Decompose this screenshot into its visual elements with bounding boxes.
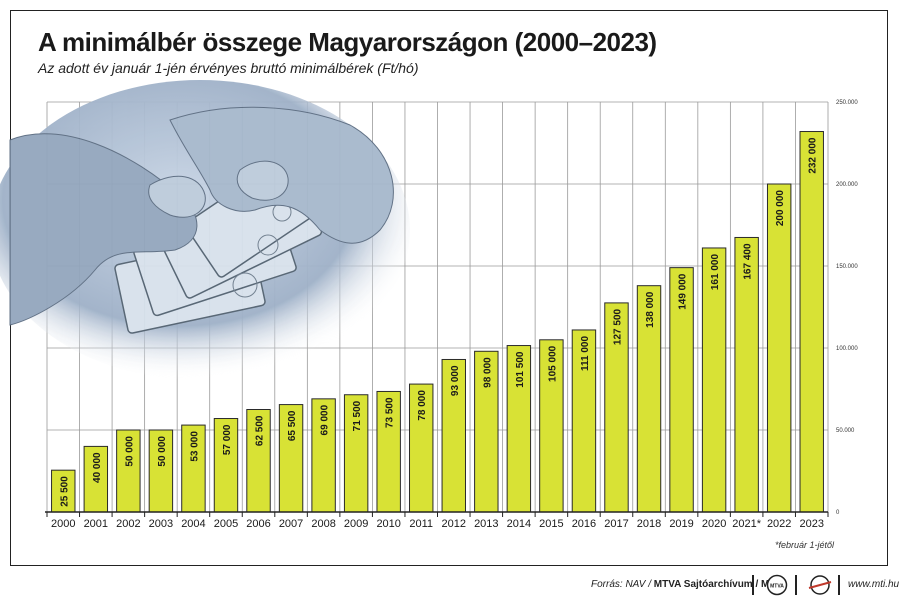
footer-separator [795, 575, 797, 595]
x-tick-label: 2001 [84, 518, 108, 530]
bar-value-label: 161 000 [710, 254, 721, 291]
bar-value-label: 232 000 [808, 137, 819, 174]
mtva-logo-text: MTVA [770, 584, 784, 590]
x-tick-label: 2009 [344, 518, 368, 530]
x-tick-label: 2000 [51, 518, 75, 530]
bar-value-label: 50 000 [157, 436, 168, 467]
x-tick-label: 2004 [181, 518, 205, 530]
x-tick-label: 2002 [116, 518, 140, 530]
x-tick-label: 2010 [376, 518, 400, 530]
bar-value-label: 40 000 [92, 452, 103, 483]
x-tick-label: 2016 [572, 518, 596, 530]
x-tick-label: 2013 [474, 518, 498, 530]
bar-value-label: 93 000 [450, 365, 461, 396]
bar-value-label: 105 000 [547, 345, 558, 382]
bar-value-label: 62 500 [255, 415, 266, 446]
x-tick-label: 2011 [409, 518, 433, 530]
x-tick-label: 2007 [279, 518, 303, 530]
bar-value-label: 25 500 [59, 476, 70, 507]
bar-value-label: 111 000 [580, 336, 591, 371]
y-tick-label: 150.000 [836, 264, 858, 270]
x-tick-label: 2020 [702, 518, 726, 530]
footer-separator [838, 575, 840, 595]
x-tick-label: 2005 [214, 518, 238, 530]
footnote: *február 1-jétől [775, 540, 835, 550]
bar [766, 183, 792, 513]
bar-chart: 25 500 40 000 50 000 50 000 53 000 57 000 62 5… [0, 80, 858, 530]
footer: Forrás: NAV / MTVA Sajtóarchívum / MTI M… [0, 565, 900, 602]
hands-counting-banknotes-illustration [0, 80, 410, 380]
y-tick-label: 0 [836, 510, 840, 516]
y-tick-label: 50.000 [836, 428, 855, 434]
footer-divider [10, 565, 888, 566]
bar-value-label: 73 500 [385, 397, 396, 428]
x-tick-label: 2012 [442, 518, 466, 530]
bar-value-label: 78 000 [417, 390, 428, 421]
source-agency: MTVA Sajtóarchívum / MTI [653, 579, 779, 590]
x-tick-label: 2021* [732, 518, 761, 530]
bar-value-label: 69 000 [320, 404, 331, 435]
bar-value-label: 101 500 [515, 351, 526, 388]
x-tick-label: 2014 [507, 518, 531, 530]
x-tick-label: 2019 [669, 518, 693, 530]
bar-value-label: 57 000 [222, 424, 233, 455]
x-tick-label: 2022 [767, 518, 791, 530]
bar-value-label: 53 000 [189, 431, 200, 462]
y-tick-label: 200.000 [836, 182, 858, 188]
x-tick-label: 2017 [604, 518, 628, 530]
bar-value-label: 167 400 [743, 243, 754, 280]
bar-value-label: 200 000 [775, 190, 786, 227]
bar-value-label: 138 000 [645, 291, 656, 328]
chart-title: A minimálbér összege Magyarországon (200… [38, 27, 657, 57]
mti-logo-icon [808, 575, 832, 595]
bar-value-label: 149 000 [678, 273, 689, 310]
source-credit: Forrás: NAV / MTVA Sajtóarchívum / MTI [591, 579, 778, 590]
x-tick-label: 2023 [799, 518, 823, 530]
chart-subtitle: Az adott év január 1-jén érvényes bruttó… [38, 60, 419, 76]
x-tick-label: 2015 [539, 518, 563, 530]
footer-separator [752, 575, 754, 595]
bar-value-label: 127 500 [612, 308, 623, 345]
mtva-logo-icon: MTVA [766, 574, 788, 596]
bar-value-label: 98 000 [482, 357, 493, 388]
bar-value-label: 65 500 [287, 410, 298, 441]
bar-value-label: 71 500 [352, 400, 363, 431]
x-tick-label: 2006 [246, 518, 270, 530]
y-tick-label: 250.000 [836, 100, 858, 106]
y-tick-label: 100.000 [836, 346, 858, 352]
bar-value-label: 50 000 [124, 436, 135, 467]
x-tick-label: 2018 [637, 518, 661, 530]
x-tick-label: 2008 [311, 518, 335, 530]
source-prefix: Forrás: NAV / [591, 579, 654, 590]
x-tick-label: 2003 [149, 518, 173, 530]
website-url: www.mti.hu [848, 579, 900, 590]
bar [799, 131, 824, 513]
